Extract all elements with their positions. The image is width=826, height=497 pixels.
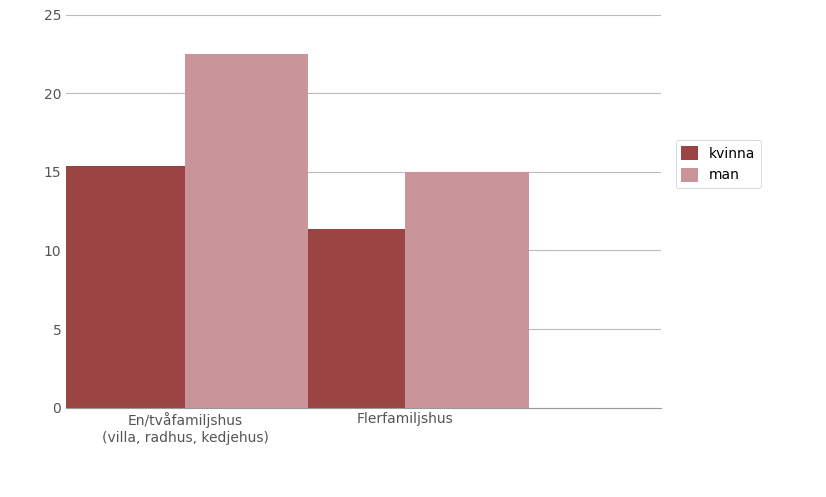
Bar <box>185 54 308 408</box>
Legend: kvinna, man: kvinna, man <box>676 140 761 188</box>
Bar <box>406 172 529 408</box>
Bar <box>282 229 406 408</box>
Bar <box>62 166 185 408</box>
